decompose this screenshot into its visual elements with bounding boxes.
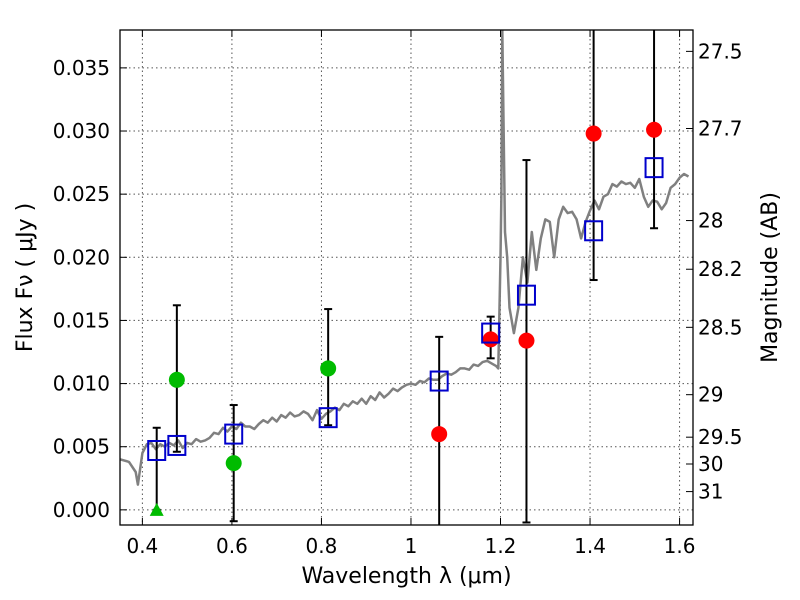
mag-tick-label: 27.7	[698, 117, 743, 141]
model-flux-square	[167, 434, 187, 456]
plot-frame	[119, 29, 694, 526]
x-tick-label: 0.8	[306, 534, 338, 558]
y-tick-label: 0.005	[53, 435, 110, 459]
model-flux-square	[644, 157, 664, 179]
x-tick-label: 1.6	[664, 534, 696, 558]
green-data-point	[225, 455, 242, 472]
y-tick-label: 0.015	[53, 308, 110, 332]
green-data-point	[320, 360, 337, 377]
x-axis-label: Wavelength λ (μm)	[301, 564, 511, 589]
y-tick-label: 0.025	[53, 182, 110, 206]
mag-tick-label: 27.5	[698, 39, 743, 63]
y-axis-label: Flux Fν ( μJy )	[13, 203, 38, 352]
red-data-point	[482, 331, 499, 348]
mag-tick-label: 28.2	[698, 257, 743, 281]
right-axis-label: Magnitude (AB)	[758, 192, 783, 363]
model-flux-square	[318, 407, 338, 429]
model-flux-square	[147, 439, 167, 461]
model-flux-square	[584, 220, 604, 242]
x-tick-label: 1.4	[574, 534, 606, 558]
model-flux-square	[429, 370, 449, 392]
green-data-point	[168, 371, 185, 388]
green-upper-limit-triangle	[149, 502, 164, 516]
grid-layer	[120, 30, 693, 525]
model-spectrum-line	[120, 30, 690, 486]
x-tick-label: 1	[405, 534, 418, 558]
x-tick-label: 0.4	[126, 534, 158, 558]
y-tick-label: 0.030	[53, 119, 110, 143]
mag-tick-label: 28	[698, 209, 723, 233]
y-tick-label: 0.035	[53, 56, 110, 80]
model-layer	[120, 30, 690, 486]
y-tick-label: 0.020	[53, 245, 110, 269]
y-tick-label: 0.000	[53, 498, 110, 522]
mag-tick-label: 29.5	[698, 425, 743, 449]
x-tick-label: 0.6	[216, 534, 248, 558]
mag-tick-label: 28.5	[698, 315, 743, 339]
red-data-point	[585, 125, 602, 142]
marker-layer	[147, 121, 664, 516]
mag-tick-label: 29	[698, 383, 723, 407]
model-flux-square	[516, 284, 536, 306]
y-tick-label: 0.010	[53, 372, 110, 396]
mag-tick-label: 30	[698, 452, 723, 476]
x-tick-label: 1.2	[485, 534, 517, 558]
red-data-point	[518, 332, 535, 349]
mag-tick-label: 31	[698, 480, 723, 504]
tick-layer: 0.4 0.6 0.8 1 1.2 1.4 1.6 0.000 0.005 0.010 0.015 0…	[53, 30, 743, 558]
model-flux-square	[224, 423, 244, 445]
red-data-point	[431, 426, 448, 443]
red-data-point	[646, 121, 663, 138]
model-flux-square	[481, 322, 501, 344]
